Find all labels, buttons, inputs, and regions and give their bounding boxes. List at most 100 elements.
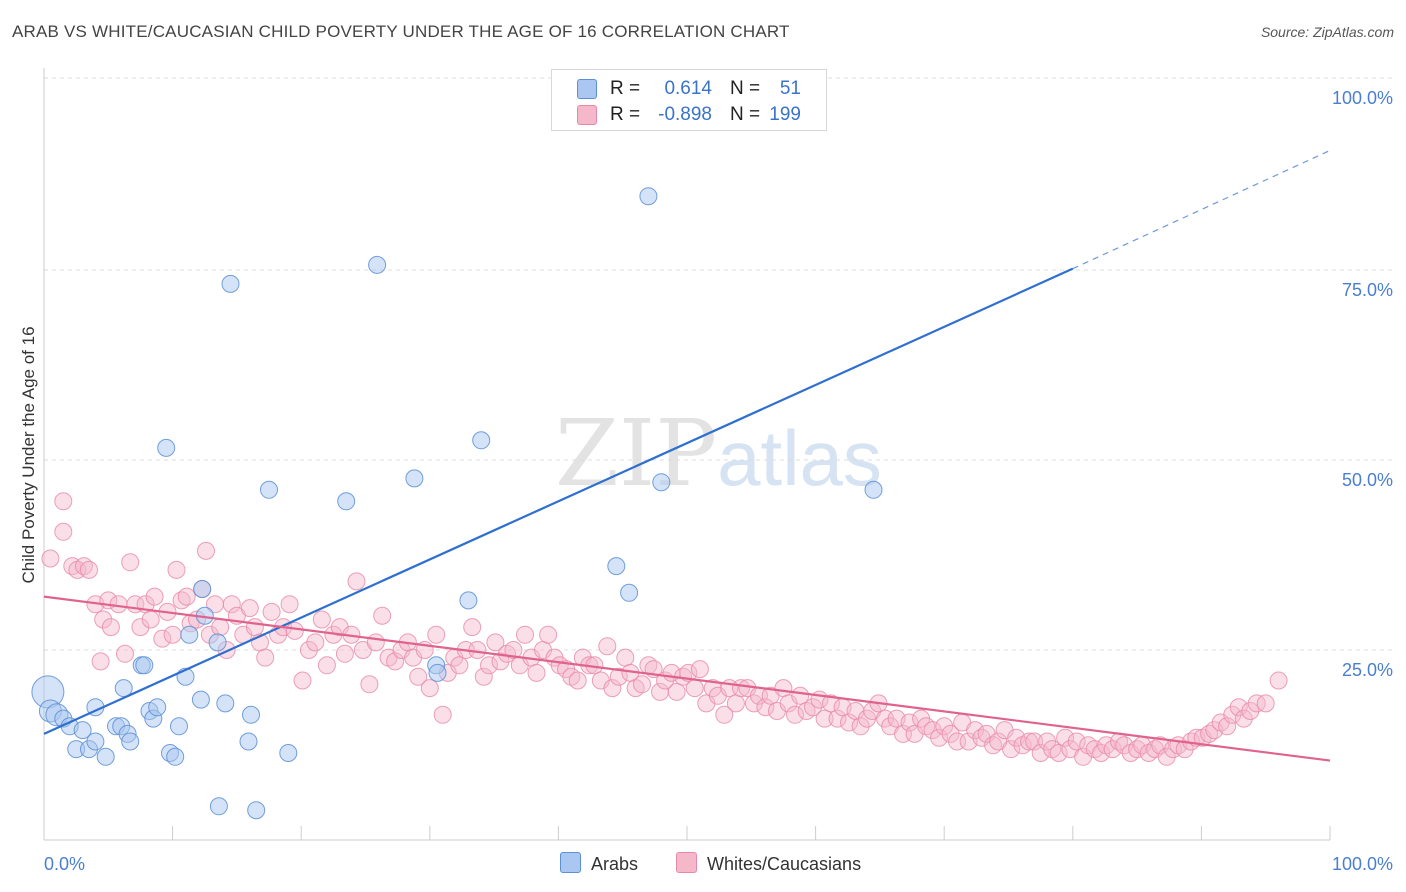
data-point-whites [774, 679, 793, 698]
data-point-arabs [639, 187, 658, 206]
y-tick-label: 100.0% [1332, 88, 1393, 108]
data-point-arabs [428, 663, 447, 682]
data-point-whites [726, 694, 745, 713]
data-point-arabs [216, 694, 235, 713]
data-point-whites [1157, 747, 1176, 766]
data-point-arabs [170, 717, 188, 736]
data-point-arabs [472, 431, 491, 450]
grid-lines [44, 77, 1395, 651]
data-point-arabs [405, 469, 424, 488]
data-point-whites [1229, 698, 1248, 717]
data-point-whites [804, 698, 822, 717]
data-point-whites [409, 667, 428, 686]
data-point-whites [167, 560, 186, 579]
watermark-zip: ZIP [555, 400, 718, 507]
trend-line-arabs-extension [1072, 149, 1331, 270]
data-point-whites [91, 652, 110, 671]
trend-line-whites [43, 595, 1331, 762]
axes [43, 68, 1331, 841]
data-point-whites [516, 625, 534, 644]
data-point-whites [828, 709, 847, 728]
data-point-whites [1031, 744, 1050, 762]
data-point-whites [1175, 740, 1194, 759]
legend-n-value: 51 [779, 78, 801, 99]
bottom-legend-swatch-arabs [560, 852, 581, 873]
legend-r-value: -0.898 [658, 104, 712, 125]
data-point-whites [1103, 740, 1122, 759]
data-point-whites [756, 698, 775, 717]
data-point-whites [101, 618, 120, 637]
data-point-whites [539, 625, 558, 644]
data-point-whites [1269, 671, 1288, 690]
data-point-arabs [620, 583, 639, 602]
data-point-whites [840, 713, 858, 732]
data-point-whites [633, 675, 651, 694]
data-point-whites [109, 595, 128, 614]
data-point-whites [293, 671, 312, 690]
data-point-whites [486, 633, 505, 652]
data-point-whites [211, 618, 230, 637]
data-point-whites [851, 717, 870, 736]
legend-row-arabs: R = 0.614 N = 51 [552, 76, 826, 102]
data-point-whites [685, 679, 704, 698]
watermark-atlas: atlas [717, 414, 882, 502]
data-point-arabs [864, 480, 883, 499]
data-point-whites [121, 553, 140, 572]
bottom-legend-whites: Whites/Caucasians [676, 852, 861, 875]
data-point-whites [285, 621, 304, 640]
data-point-whites [335, 644, 354, 663]
data-point-whites [815, 709, 834, 728]
data-point-arabs [208, 633, 227, 652]
data-point-arabs [279, 744, 298, 762]
data-point-whites [1002, 740, 1021, 759]
data-point-whites [94, 610, 113, 629]
data-point-whites [1025, 732, 1044, 751]
data-point-arabs [652, 473, 671, 492]
data-point-whites [240, 599, 259, 618]
data-point-whites [667, 682, 686, 701]
data-point-whites [1020, 732, 1039, 751]
data-point-arabs [135, 656, 154, 675]
data-point-whites [690, 660, 709, 679]
data-point-whites [299, 641, 318, 659]
data-point-whites [163, 625, 182, 644]
series-arabs [31, 187, 883, 820]
data-point-arabs [193, 580, 212, 598]
data-point-whites [609, 667, 628, 686]
y-tick-label: 75.0% [1342, 280, 1393, 300]
data-point-whites [468, 641, 487, 659]
data-point-whites [923, 721, 942, 740]
data-point-whites [941, 724, 960, 743]
data-point-arabs [73, 721, 92, 740]
data-point-whites [1234, 709, 1253, 728]
correlation-legend: R = 0.614 N = 51 R = -0.898 N = 199 [551, 69, 827, 131]
data-point-whites [1067, 732, 1086, 751]
data-point-whites [480, 656, 498, 675]
bottom-legend-label-whites: Whites/Caucasians [707, 854, 862, 874]
data-point-arabs [114, 679, 133, 698]
legend-r-value: 0.614 [664, 78, 712, 99]
data-point-whites [433, 705, 452, 724]
data-point-whites [80, 560, 98, 579]
data-point-whites [450, 656, 469, 675]
data-point-whites [245, 618, 264, 637]
data-point-whites [366, 633, 385, 652]
data-point-arabs [180, 625, 199, 644]
data-point-whites [54, 522, 73, 541]
data-point-whites [116, 644, 134, 663]
data-point-whites [131, 618, 150, 637]
data-point-arabs [242, 705, 260, 724]
bottom-legend-label-arabs: Arabs [591, 854, 639, 874]
data-point-whites [1241, 702, 1260, 720]
data-point-whites [930, 728, 949, 747]
data-point-arabs [166, 747, 185, 766]
data-point-whites [256, 648, 275, 667]
data-point-arabs [607, 557, 626, 576]
x-tick-label-end: 100.0% [1332, 854, 1393, 874]
data-point-whites [935, 717, 954, 736]
data-point-arabs [239, 732, 258, 751]
data-point-whites [222, 595, 241, 614]
data-point-arabs [86, 732, 105, 751]
data-point-whites [786, 705, 804, 724]
data-point-whites [966, 721, 985, 740]
